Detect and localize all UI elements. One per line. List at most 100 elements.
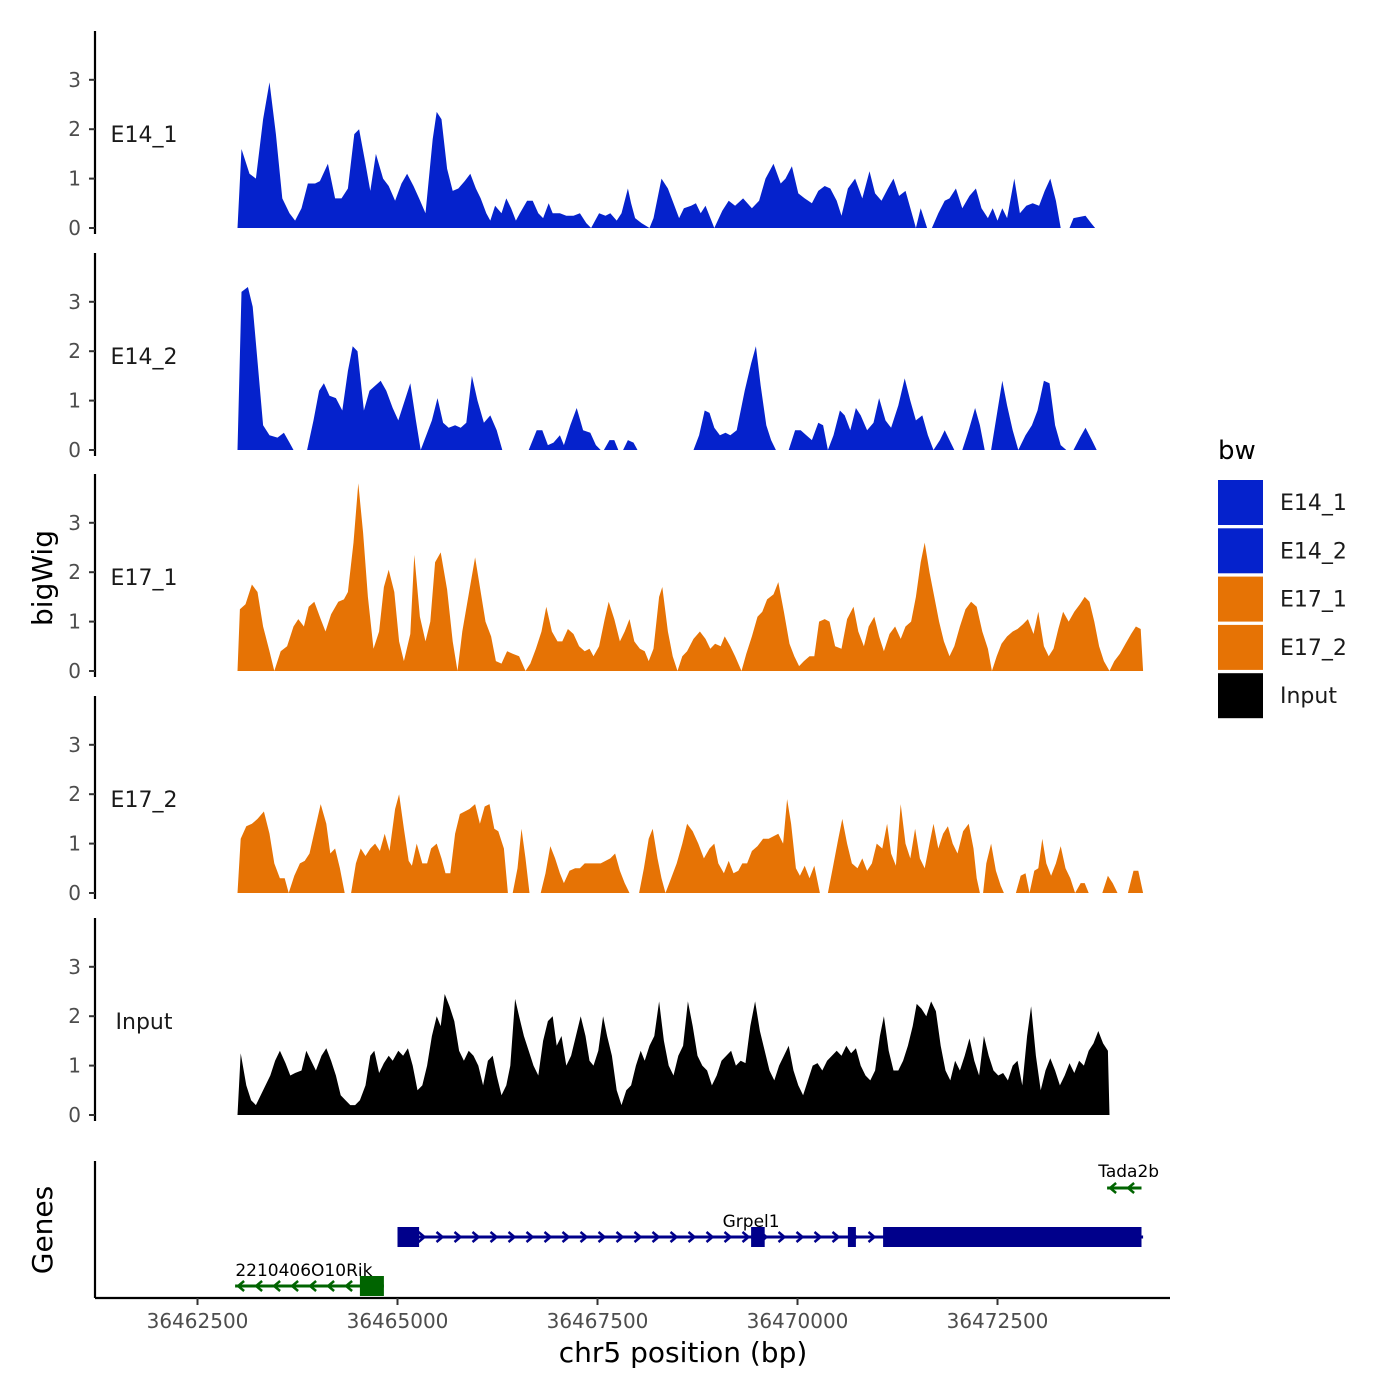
x-tick-label: 36462500 <box>147 1309 249 1333</box>
strand-arrow <box>417 1231 427 1243</box>
y-tick-label: 1 <box>68 610 81 634</box>
gene-label: Tada2b <box>1097 1162 1159 1182</box>
legend: bw E14_1 E14_2 E17_1 E17_2 Input <box>1218 436 1347 719</box>
strand-arrow <box>777 1231 787 1243</box>
x-axis: 36462500 36465000 36467500 36470000 36472500 <box>95 1296 1170 1333</box>
signal-tracks: 0 1 2 3 E14_1 0 1 2 3 E14_2 0 1 2 3 E17_1 0 1 2 3 E17_2 0 1 2 3… <box>68 31 1144 1127</box>
strand-arrow <box>723 1231 733 1243</box>
gene-exon <box>397 1227 420 1247</box>
signal-area-e17-2 <box>237 794 1144 893</box>
strand-arrow <box>597 1231 607 1243</box>
gene-exon <box>883 1227 1142 1247</box>
gene-grpel1: Grpel1 <box>397 1212 1144 1247</box>
genes-track: Tada2b Grpel1 2210406O10Rik <box>93 1161 1159 1298</box>
strand-arrow <box>290 1280 299 1292</box>
y-axis-title: bigWig <box>26 530 59 626</box>
legend-swatch <box>1218 528 1263 574</box>
legend-swatch <box>1218 673 1263 719</box>
signal-area-e17-1 <box>237 483 1144 671</box>
track-label: E17_1 <box>111 566 178 591</box>
strand-arrow <box>795 1231 805 1243</box>
strand-arrow <box>326 1280 335 1292</box>
track-label: E14_1 <box>111 123 178 148</box>
strand-arrow <box>615 1231 625 1243</box>
y-tick-label: 2 <box>68 339 81 363</box>
y-tick-label: 3 <box>68 955 81 979</box>
y-tick-label: 0 <box>68 1103 81 1127</box>
signal-area-e14-1 <box>237 82 1096 228</box>
strand-arrow <box>471 1231 481 1243</box>
y-tick-label: 2 <box>68 1004 81 1028</box>
strand-arrow <box>507 1231 517 1243</box>
legend-label: E14_2 <box>1280 539 1347 564</box>
y-tick-label: 0 <box>68 659 81 683</box>
strand-arrow <box>831 1231 841 1243</box>
track-label: E14_2 <box>111 345 178 370</box>
y-tick-label: 0 <box>68 216 81 240</box>
x-tick-label: 36472500 <box>947 1309 1049 1333</box>
strand-arrow <box>272 1280 281 1292</box>
x-axis-title: chr5 position (bp) <box>559 1336 808 1369</box>
y-tick-label: 2 <box>68 117 81 141</box>
strand-arrow <box>489 1231 499 1243</box>
legend-label: Input <box>1280 684 1337 709</box>
strand-arrow <box>561 1231 571 1243</box>
signal-area-e14-2 <box>237 287 1097 450</box>
gene-exon <box>359 1276 384 1296</box>
gene-tada2b: Tada2b <box>1097 1162 1159 1194</box>
strand-arrow <box>1108 1182 1117 1194</box>
legend-swatch <box>1218 480 1263 525</box>
y-tick-label: 3 <box>68 511 81 535</box>
strand-arrow <box>867 1231 877 1243</box>
x-tick-label: 36465000 <box>347 1309 449 1333</box>
gene-label: 2210406O10Rik <box>235 1261 372 1281</box>
strand-arrow <box>669 1231 679 1243</box>
x-tick-label: 36470000 <box>747 1309 849 1333</box>
strand-arrow <box>705 1231 715 1243</box>
strand-arrow <box>579 1231 589 1243</box>
strand-arrow <box>453 1231 463 1243</box>
strand-arrow <box>254 1280 263 1292</box>
strand-arrow <box>236 1280 245 1292</box>
y-tick-label: 1 <box>68 167 81 191</box>
strand-arrow <box>633 1231 643 1243</box>
strand-arrow <box>687 1231 697 1243</box>
strand-arrow <box>308 1280 317 1292</box>
y-tick-label: 2 <box>68 782 81 806</box>
strand-arrow <box>741 1231 751 1243</box>
y-tick-label: 1 <box>68 389 81 413</box>
y-tick-label: 2 <box>68 560 81 584</box>
strand-arrow <box>344 1280 353 1292</box>
track-e17-2: 0 1 2 3 E17_2 <box>68 696 1144 905</box>
strand-arrow <box>525 1231 535 1243</box>
legend-label: E17_2 <box>1280 636 1347 661</box>
legend-label: E14_1 <box>1280 491 1347 516</box>
strand-arrow <box>651 1231 661 1243</box>
y-tick-label: 0 <box>68 881 81 905</box>
y-tick-label: 1 <box>68 1054 81 1078</box>
legend-label: E17_1 <box>1280 588 1347 613</box>
strand-arrow <box>435 1231 445 1243</box>
signal-area-input <box>237 994 1110 1115</box>
strand-arrow <box>1126 1182 1135 1194</box>
y-tick-label: 3 <box>68 290 81 314</box>
gene-label: Grpel1 <box>723 1212 780 1232</box>
gene-2210406o10rik: 2210406O10Rik <box>235 1261 384 1296</box>
y-tick-label: 0 <box>68 438 81 462</box>
track-e17-1: 0 1 2 3 E17_1 <box>68 474 1144 683</box>
strand-arrow <box>813 1231 823 1243</box>
track-input: 0 1 2 3 Input <box>68 918 1110 1127</box>
x-tick-label: 36467500 <box>547 1309 649 1333</box>
track-label: Input <box>116 1010 173 1035</box>
legend-title: bw <box>1218 436 1256 466</box>
genes-axis-title: Genes <box>26 1186 59 1274</box>
gene-exon <box>847 1227 856 1247</box>
y-tick-label: 1 <box>68 832 81 856</box>
track-label: E17_2 <box>111 788 178 813</box>
gene-exon <box>751 1227 765 1247</box>
track-e14-1: 0 1 2 3 E14_1 <box>68 31 1096 240</box>
y-tick-label: 3 <box>68 68 81 92</box>
y-tick-label: 3 <box>68 733 81 757</box>
strand-arrow <box>543 1231 553 1243</box>
